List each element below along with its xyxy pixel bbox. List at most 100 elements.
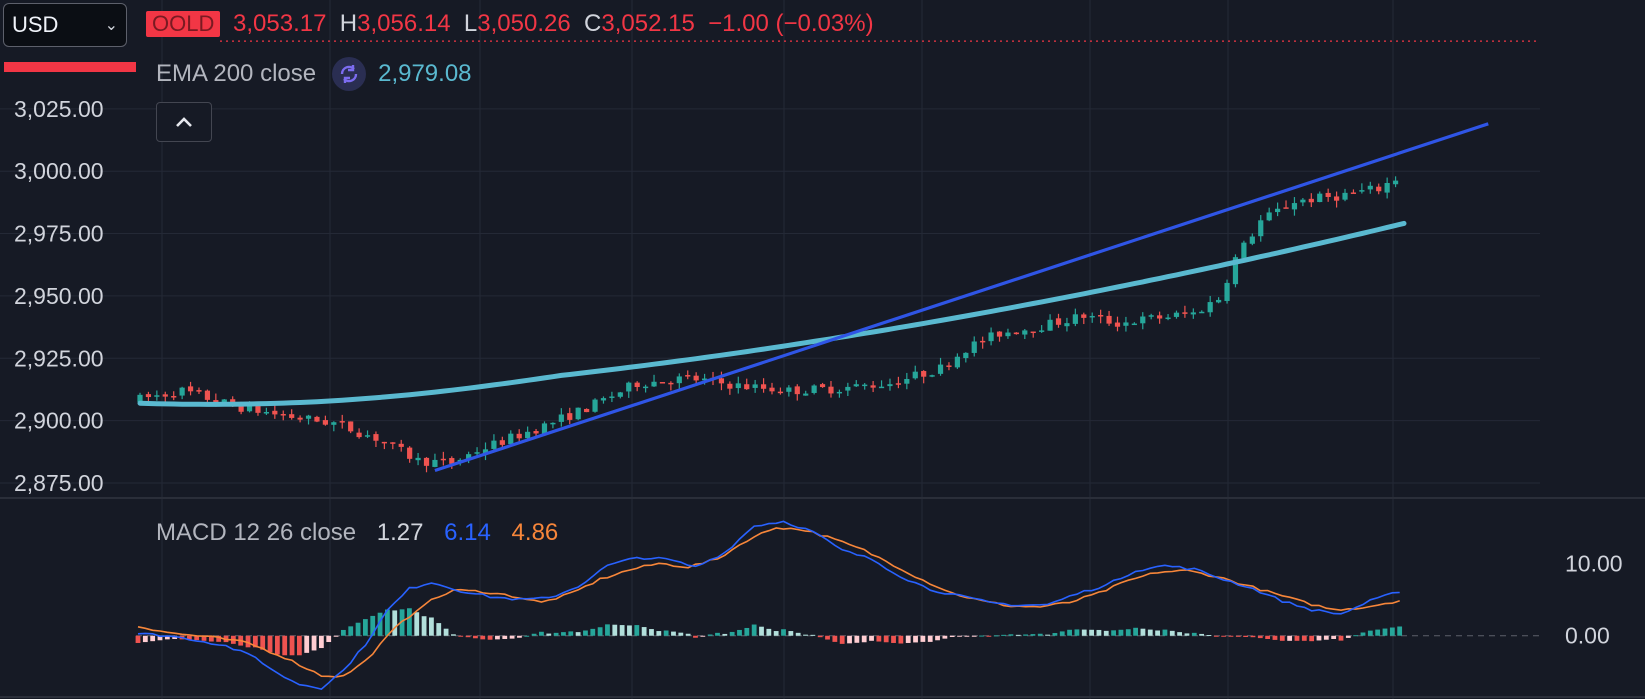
- candle-body: [1241, 242, 1247, 259]
- histogram-bar: [407, 608, 412, 636]
- candle: [162, 391, 168, 402]
- candle-body: [592, 399, 598, 412]
- candle-body: [1106, 315, 1112, 324]
- candle: [921, 370, 927, 384]
- histogram-bar: [781, 629, 786, 636]
- candle-body: [1140, 316, 1146, 324]
- candle: [1190, 308, 1196, 319]
- histogram-bar: [1228, 635, 1234, 637]
- candle: [1047, 314, 1053, 331]
- candle-body: [651, 381, 657, 387]
- candle: [760, 378, 767, 393]
- candle: [1081, 312, 1087, 325]
- ohlc-high-label: H: [339, 10, 358, 37]
- candle: [1013, 332, 1019, 335]
- candle: [1131, 322, 1137, 326]
- candle: [634, 381, 640, 392]
- macd-legend: MACD 12 26 close 1.27 6.14 4.86: [156, 519, 558, 547]
- candle-body: [617, 392, 623, 397]
- histogram-bar: [1015, 634, 1021, 636]
- macd-legend-name: MACD 12 26 close: [156, 519, 357, 546]
- candle-body: [609, 396, 615, 398]
- trend-line: [434, 122, 1489, 473]
- candle-body: [1384, 182, 1390, 193]
- histogram-bar: [1323, 635, 1329, 640]
- candle: [145, 391, 152, 403]
- candle-body: [196, 390, 202, 392]
- candle: [811, 384, 817, 395]
- histogram-bar: [208, 635, 214, 642]
- histogram-bar: [502, 635, 508, 639]
- candle-body: [1300, 199, 1306, 203]
- candle: [339, 414, 345, 429]
- candle: [626, 381, 632, 398]
- histogram-bar: [245, 635, 251, 648]
- candle: [1182, 305, 1188, 318]
- histogram-bar: [142, 635, 148, 643]
- candle: [996, 331, 1003, 342]
- candle: [1392, 176, 1399, 188]
- candle-body: [1216, 299, 1222, 303]
- candle-body: [1072, 314, 1078, 324]
- candle: [685, 370, 691, 380]
- histogram-bar: [993, 635, 999, 637]
- candle-body: [187, 386, 194, 392]
- histogram-bar: [641, 627, 647, 636]
- histogram-bar: [252, 635, 258, 648]
- currency-select[interactable]: USD ⌄: [3, 3, 127, 47]
- histogram-bar: [957, 635, 962, 637]
- candle: [1308, 193, 1314, 208]
- candle-body: [1022, 330, 1028, 335]
- candle-body: [482, 449, 489, 454]
- ema-legend[interactable]: EMA 200 close 2,979.08: [156, 57, 472, 91]
- histogram-bar: [362, 619, 368, 636]
- candle-body: [575, 407, 581, 420]
- candle: [937, 357, 944, 376]
- histogram-bar: [1111, 630, 1116, 636]
- candle: [415, 452, 421, 466]
- histogram-bar: [795, 632, 801, 636]
- candle: [474, 447, 480, 457]
- candle-body: [752, 384, 758, 388]
- candle: [297, 415, 303, 423]
- candle: [398, 439, 404, 452]
- ohlc-close-label: C: [584, 10, 602, 37]
- candle-body: [1148, 315, 1154, 317]
- candle-body: [1089, 315, 1095, 318]
- collapse-legend-button[interactable]: [156, 102, 212, 142]
- candle-body: [1039, 330, 1045, 332]
- histogram-bar: [509, 635, 515, 639]
- candle-body: [407, 447, 413, 459]
- candle-body: [171, 396, 177, 398]
- candle-body: [246, 404, 253, 412]
- ema-legend-name: EMA 200 close: [156, 60, 317, 87]
- refresh-icon[interactable]: [332, 57, 367, 91]
- price-axis-tick: 3,000.00: [14, 158, 104, 184]
- histogram-bar: [480, 635, 486, 640]
- candle-body: [634, 382, 640, 388]
- candle: [1005, 328, 1011, 339]
- candle: [1199, 310, 1205, 314]
- histogram-bar: [304, 635, 310, 653]
- candle-body: [1207, 302, 1213, 313]
- candle: [693, 372, 699, 384]
- histogram-bar: [1023, 634, 1028, 636]
- candle-body: [643, 386, 649, 389]
- histogram-bar: [1331, 635, 1337, 639]
- histogram-bar: [1103, 630, 1109, 636]
- candle-body: [331, 422, 337, 425]
- histogram-bar: [678, 632, 684, 636]
- histogram-bar: [1287, 635, 1293, 641]
- histogram-bar: [216, 635, 222, 642]
- histogram-bar: [854, 635, 860, 643]
- histogram-bar: [1272, 635, 1278, 640]
- candle-body: [584, 408, 590, 413]
- candle-body: [508, 433, 514, 445]
- histogram-bar: [1045, 634, 1050, 636]
- candle: [356, 428, 362, 439]
- candle-body: [1081, 314, 1087, 318]
- histogram-bar: [715, 632, 720, 636]
- macd-line-value: 6.14: [444, 519, 491, 546]
